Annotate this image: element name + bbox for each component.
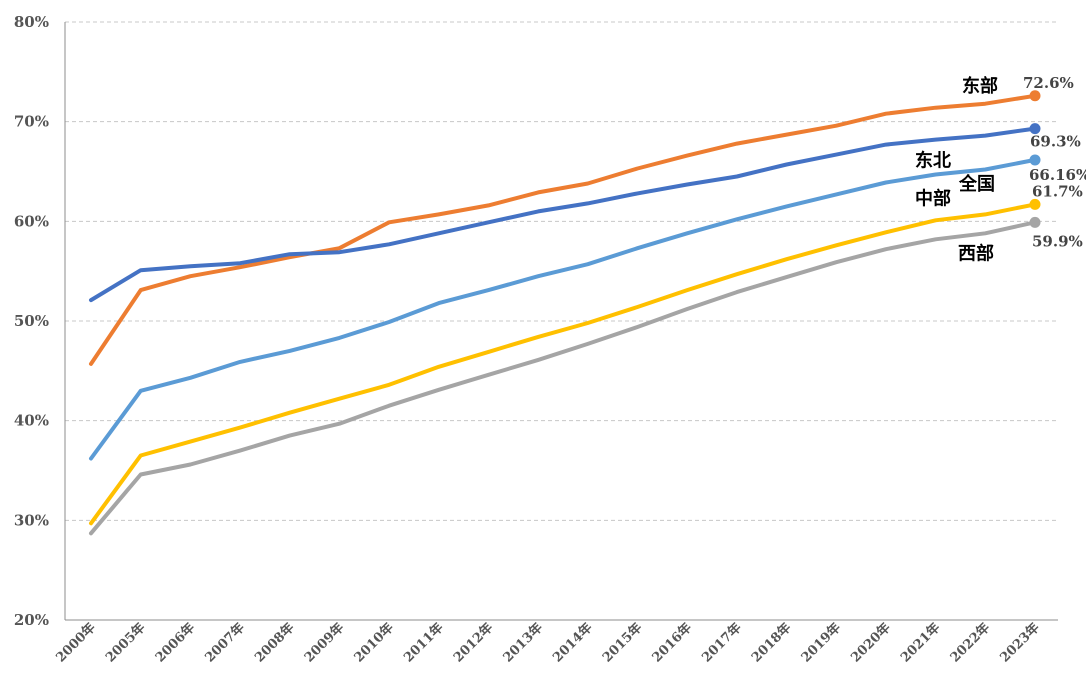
series-end-value-label: 72.6% <box>1023 74 1074 92</box>
series-line-东北 <box>89 126 1037 303</box>
x-tick-label: 2011年 <box>401 620 447 666</box>
series-lines <box>89 93 1037 536</box>
x-tick-label: 2023年 <box>997 620 1043 666</box>
x-tick-label: 2021年 <box>897 620 943 666</box>
series-end-value-label: 61.7% <box>1032 182 1083 200</box>
x-tick-label: 2006年 <box>152 620 198 666</box>
x-tick-label: 2018年 <box>748 620 794 666</box>
x-tick-label: 2008年 <box>251 620 297 666</box>
y-axis-ticks: 20% 30% 40% 50% 60% 70% 80% <box>14 13 49 629</box>
series-name-label: 中部 <box>915 187 951 209</box>
series-end-value-label: 69.3% <box>1030 133 1081 151</box>
series-line-中部 <box>89 202 1037 526</box>
end-marker-全国 <box>1029 154 1041 166</box>
x-tick-label: 2019年 <box>798 620 844 666</box>
series-end-value-label: 66.16% <box>1029 166 1086 184</box>
x-tick-label: 2000年 <box>53 620 99 666</box>
end-marker-东北 <box>1029 123 1041 135</box>
x-axis-ticks: 2000年 2005年 2006年 2007年 2008年 2009年 2010年 2011年… <box>53 620 1043 666</box>
series-end-value-label: 59.9% <box>1032 232 1083 250</box>
series-end-markers <box>1029 90 1041 228</box>
end-marker-中部 <box>1029 198 1041 210</box>
x-tick-label: 2012年 <box>450 620 496 666</box>
y-tick-label: 40% <box>14 412 49 430</box>
series-name-label: 东部 <box>962 75 998 97</box>
x-tick-label: 2015年 <box>599 620 645 666</box>
end-marker-西部 <box>1029 216 1041 228</box>
gridlines <box>65 21 1058 521</box>
series-name-label: 西部 <box>958 242 994 264</box>
series-name-label: 东北 <box>915 150 951 172</box>
y-tick-label: 80% <box>14 13 49 31</box>
x-tick-label: 2020年 <box>848 620 894 666</box>
x-tick-label: 2017年 <box>699 620 745 666</box>
series-name-label: 全国 <box>958 173 995 195</box>
x-tick-label: 2009年 <box>301 620 347 666</box>
series-labels: 东部 72.6% 东北 69.3% 全国 66.16% 中部 61.7% 西部 59.9% <box>915 74 1086 265</box>
end-marker-东部 <box>1029 90 1041 102</box>
axes <box>64 22 1058 621</box>
x-tick-label: 2014年 <box>550 620 596 666</box>
x-tick-label: 2016年 <box>649 620 695 666</box>
series-line-东部 <box>89 93 1037 366</box>
x-tick-label: 2013年 <box>500 620 546 666</box>
y-tick-label: 50% <box>14 312 49 330</box>
y-tick-label: 60% <box>14 212 49 230</box>
y-tick-label: 20% <box>14 611 49 629</box>
y-tick-label: 30% <box>14 511 49 529</box>
series-line-全国 <box>89 157 1037 461</box>
series-line-西部 <box>89 220 1037 536</box>
y-tick-label: 70% <box>14 113 49 131</box>
x-tick-label: 2005年 <box>102 620 148 666</box>
x-tick-label: 2022年 <box>947 620 993 666</box>
x-tick-label: 2010年 <box>351 620 397 666</box>
x-tick-label: 2007年 <box>202 620 248 666</box>
